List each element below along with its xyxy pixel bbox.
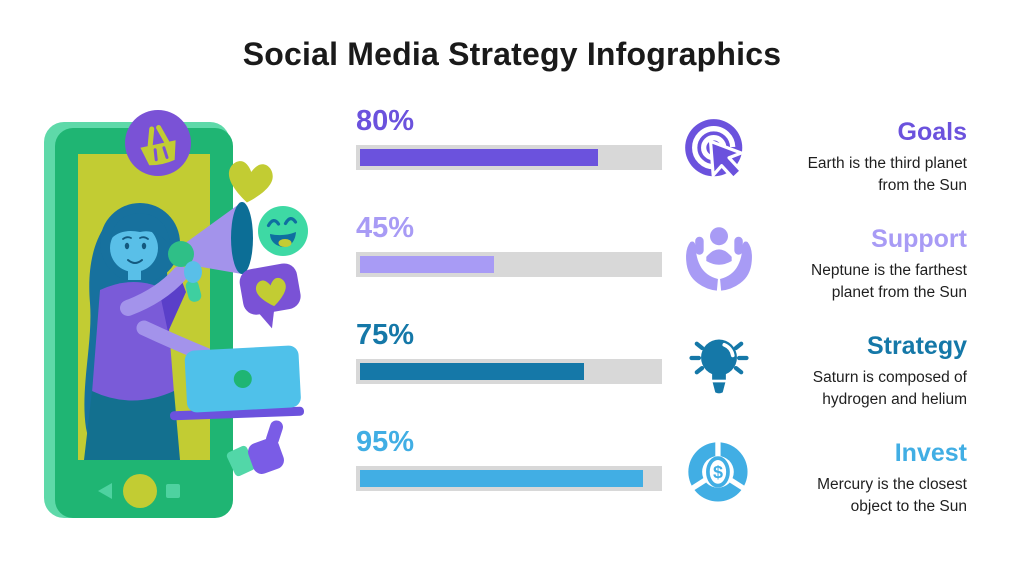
infographic-row: 95% $ Invest Mercury is the closest obje… (0, 425, 1024, 531)
progress-bar-fill (360, 470, 644, 487)
heart-chat-bubble-icon (239, 263, 301, 329)
progress-bar-track (356, 466, 662, 491)
page-title: Social Media Strategy Infographics (242, 36, 782, 72)
phone-nav-buttons (98, 474, 180, 508)
infographic-row: 80% Goals Earth is the third planet from… (0, 104, 1024, 210)
row-description: Mercury is the closest object to the Sun (817, 476, 967, 515)
progress-bar-track (356, 145, 662, 170)
bar-value-label: 80% (356, 105, 415, 137)
bar-value-label: 75% (356, 319, 415, 351)
megaphone (168, 202, 253, 302)
click-target-icon (682, 116, 756, 190)
progress-bar-track (356, 359, 662, 384)
progress-bar-track (356, 252, 662, 277)
smiley-emoji-icon (258, 206, 308, 256)
thumbs-up-icon (226, 420, 284, 477)
laptop (170, 345, 304, 421)
infographic-row: 75% Strategy Saturn is composed of hydro… (0, 318, 1024, 424)
svg-text:$: $ (713, 462, 723, 482)
row-heading: Support (871, 225, 967, 253)
row-description: Saturn is composed of hydrogen and heliu… (812, 369, 967, 408)
woman (84, 203, 210, 460)
progress-bar-fill (360, 256, 495, 273)
donut-dollar-icon: $ (682, 437, 756, 511)
supporting-hands-icon (682, 223, 756, 297)
bar-value-label: 45% (356, 212, 415, 244)
shopping-basket-badge-icon (125, 110, 191, 176)
progress-bar-fill (360, 149, 599, 166)
row-heading: Strategy (866, 332, 967, 360)
infographic-row: 45% Support Neptune is the farthest plan… (0, 211, 1024, 317)
bar-value-label: 95% (356, 426, 415, 458)
row-description: Neptune is the farthest planet from the … (811, 262, 967, 301)
lightbulb-icon (682, 330, 756, 404)
row-heading: Goals (897, 118, 967, 146)
row-heading: Invest (894, 439, 967, 467)
illustration-woman-megaphone (44, 110, 308, 518)
progress-bar-fill (360, 363, 584, 380)
row-description: Earth is the third planet from the Sun (807, 155, 967, 194)
